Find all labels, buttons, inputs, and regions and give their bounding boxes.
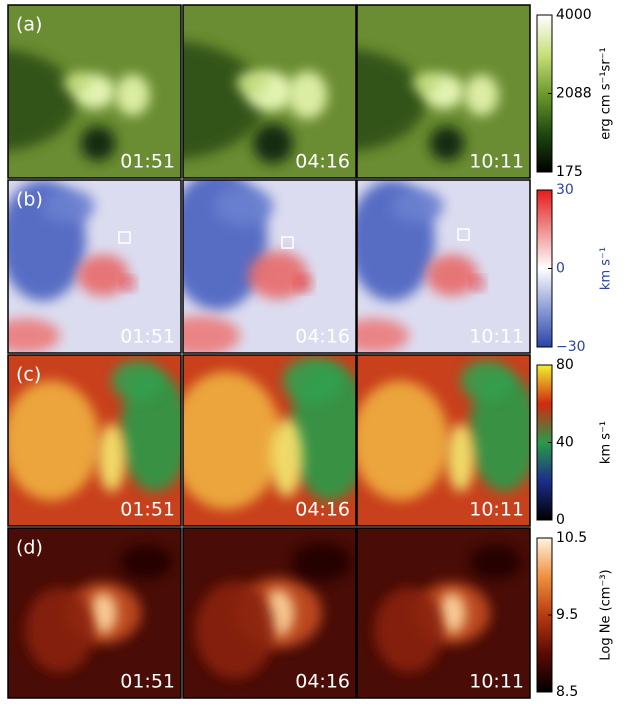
feature	[374, 588, 443, 673]
feature	[469, 545, 521, 579]
feature	[288, 71, 328, 119]
feature	[195, 581, 275, 679]
colorbar-tick-label: 0	[556, 512, 565, 528]
feature	[292, 542, 352, 581]
feature	[214, 186, 274, 226]
time-label: 10:11	[469, 499, 524, 521]
feature	[426, 254, 478, 296]
feature	[98, 423, 126, 491]
colorbar-tick-label: 0	[556, 261, 565, 277]
feature	[171, 372, 282, 510]
feature	[464, 74, 499, 116]
feature	[298, 278, 310, 290]
time-label: 10:11	[469, 671, 524, 693]
time-label: 01:51	[120, 671, 175, 693]
feature	[412, 72, 440, 93]
colorbar-tick-label: 10.5	[556, 530, 587, 546]
feature	[236, 71, 268, 95]
time-label: 04:16	[295, 326, 350, 348]
feature	[473, 279, 483, 289]
feature	[461, 360, 513, 401]
feature	[81, 126, 116, 161]
colorbar-title: erg cm s⁻¹sr⁻¹	[599, 47, 614, 139]
colorbar-title: Log Ne (cm⁻³)	[599, 569, 614, 660]
time-label: 01:51	[120, 499, 175, 521]
feature	[392, 189, 444, 224]
feature	[112, 360, 164, 401]
feature	[43, 189, 95, 224]
colorbar-title: km s⁻¹	[599, 247, 614, 290]
time-label: 04:16	[295, 499, 350, 521]
panel-label: (c)	[16, 364, 41, 386]
time-label: 10:11	[469, 326, 524, 348]
feature	[352, 381, 449, 501]
colorbar-tick-label: 9.5	[556, 607, 578, 623]
panel-label: (a)	[16, 14, 42, 36]
feature	[63, 72, 91, 93]
time-label: 01:51	[120, 326, 175, 348]
feature	[25, 588, 94, 673]
feature	[283, 357, 343, 404]
colorbar-tick-label: 4000	[556, 7, 592, 23]
feature	[77, 254, 129, 296]
feature	[430, 126, 465, 161]
colorbar-tick-label: 40	[556, 435, 574, 451]
time-label: 01:51	[120, 151, 175, 173]
colorbar-title: km s⁻¹	[599, 421, 614, 464]
time-label: 04:16	[295, 151, 350, 173]
colorbar-tick-label: −30	[556, 339, 586, 355]
colorbar-tick-label: 30	[556, 182, 574, 198]
time-label: 04:16	[295, 671, 350, 693]
figure: 01:51(a)04:1610:1117520884000erg cm s⁻¹s…	[0, 0, 624, 700]
panel-label: (d)	[16, 537, 43, 559]
time-label: 10:11	[469, 151, 524, 173]
feature	[253, 124, 293, 164]
colorbar-tick-label: 80	[556, 357, 574, 373]
panel-label: (b)	[16, 189, 43, 211]
colorbar-tick-label: 175	[556, 164, 583, 180]
colorbar-tick-label: 8.5	[556, 684, 578, 700]
feature	[120, 545, 172, 579]
feature	[124, 279, 134, 289]
feature	[3, 381, 100, 501]
feature	[447, 423, 475, 491]
feature	[248, 251, 308, 299]
feature	[271, 418, 303, 497]
feature	[115, 74, 150, 116]
colorbar-tick-label: 2088	[556, 85, 592, 101]
